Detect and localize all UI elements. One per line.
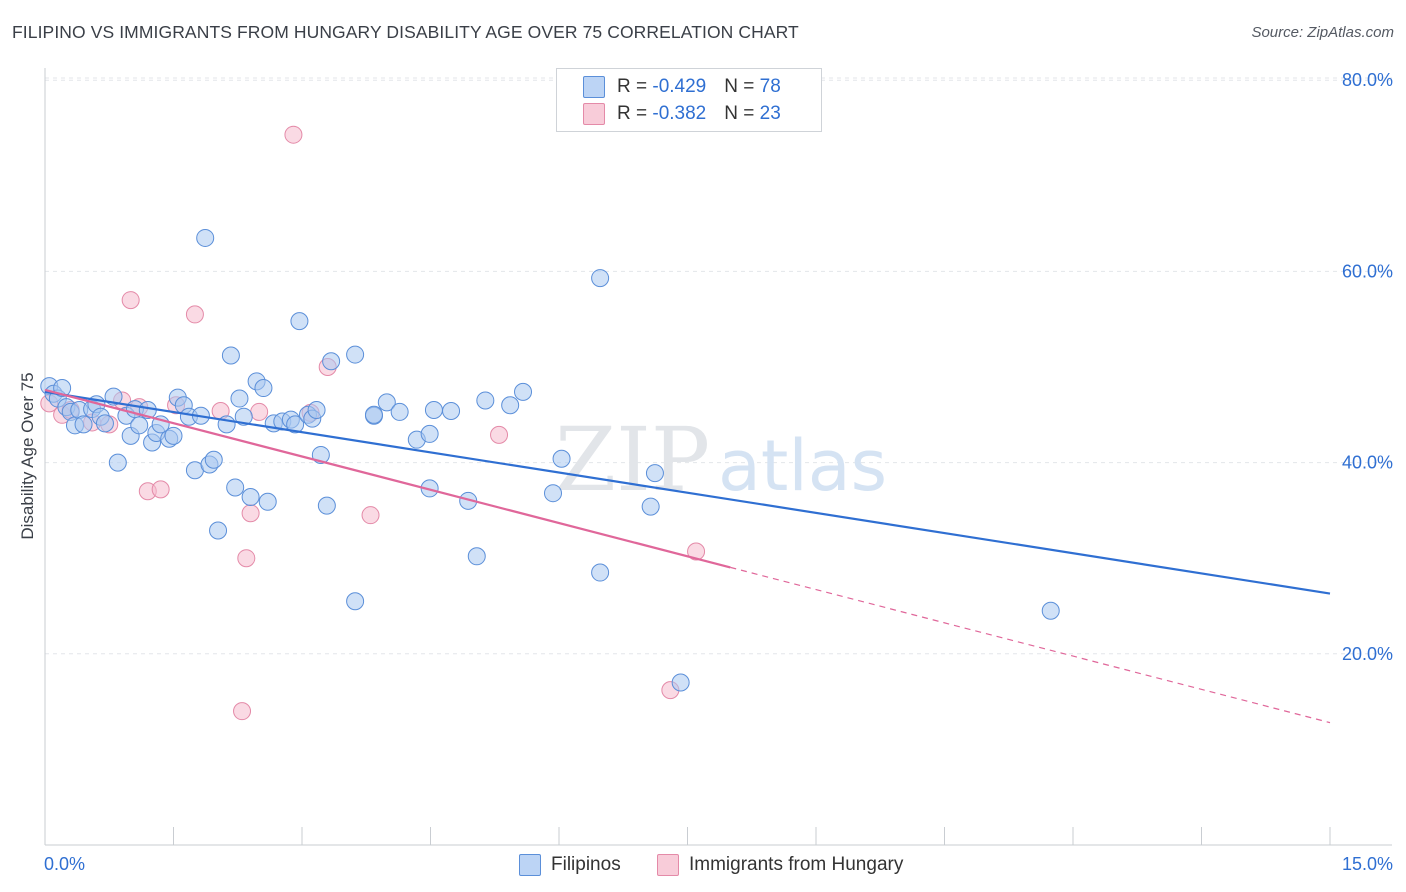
- data-point-hungary: [361, 506, 380, 525]
- gridlines: [45, 77, 1392, 655]
- data-point-filipinos: [204, 450, 223, 469]
- data-point-filipinos: [476, 391, 495, 410]
- y-tick-label: 40.0%: [1342, 453, 1393, 473]
- legend-swatch-filipinos: [583, 76, 605, 98]
- legend-r-value: -0.429: [652, 76, 707, 97]
- y-tick-label: 80.0%: [1342, 70, 1393, 90]
- data-point-filipinos: [645, 464, 664, 483]
- data-point-filipinos: [95, 414, 114, 433]
- data-point-filipinos: [307, 401, 326, 420]
- data-point-filipinos: [241, 488, 260, 507]
- data-point-hungary: [241, 504, 260, 523]
- legend-r-label: R =: [617, 103, 653, 124]
- tick-labels: 20.0% 40.0% 60.0% 80.0% 0.0% 15.0%: [44, 70, 1393, 874]
- bottom-legend-hungary: Immigrants from Hungary: [657, 852, 903, 878]
- legend-n-value: 78: [759, 76, 781, 97]
- data-point-filipinos: [671, 673, 690, 692]
- bottom-legend-filipinos: Filipinos: [519, 852, 621, 878]
- data-point-hungary: [687, 542, 706, 561]
- data-point-filipinos: [420, 424, 439, 443]
- data-point-hungary: [233, 702, 252, 721]
- legend-r-value: -0.382: [652, 103, 707, 124]
- data-point-filipinos: [467, 547, 486, 566]
- y-axis-label: Disability Age Over 75: [18, 372, 37, 539]
- trend-line-hungary-extrapolated: [730, 566, 1331, 724]
- y-tick-label: 60.0%: [1342, 261, 1393, 281]
- data-point-hungary: [490, 425, 509, 444]
- data-point-filipinos: [108, 453, 127, 472]
- data-point-filipinos: [390, 402, 409, 421]
- watermark-zip: ZIP: [555, 408, 710, 511]
- data-point-filipinos: [322, 352, 341, 371]
- watermark-atlas: atlas: [718, 425, 887, 507]
- axes: [44, 68, 1392, 846]
- correlation-legend: R = -0.429 N = 78 R = -0.382 N = 23: [556, 68, 822, 132]
- data-point-filipinos: [377, 393, 396, 412]
- trend-line-filipinos: [44, 390, 1331, 595]
- data-point-filipinos: [514, 382, 533, 401]
- data-point-hungary: [151, 480, 170, 499]
- legend-n-label: N =: [724, 103, 760, 124]
- x-tick-label: 15.0%: [1342, 854, 1393, 874]
- legend-row-hungary: R = -0.382 N = 23: [557, 101, 781, 127]
- bottom-legend-label-hungary: Immigrants from Hungary: [689, 854, 904, 875]
- data-point-hungary: [185, 305, 204, 324]
- data-point-filipinos: [74, 415, 93, 434]
- legend-n-value: 23: [759, 103, 781, 124]
- data-point-filipinos: [544, 484, 563, 503]
- data-point-filipinos: [591, 269, 610, 288]
- x-tick-label: 0.0%: [44, 854, 85, 874]
- data-point-filipinos: [130, 416, 149, 435]
- data-point-filipinos: [234, 407, 253, 426]
- data-point-filipinos: [164, 426, 183, 445]
- bottom-legend-swatch-filipinos: [519, 854, 541, 876]
- series-filipinos-points: [40, 228, 1060, 692]
- data-point-filipinos: [226, 478, 245, 497]
- data-point-filipinos: [230, 389, 249, 408]
- data-point-filipinos: [346, 592, 365, 611]
- data-point-filipinos: [209, 521, 228, 540]
- data-point-hungary: [121, 291, 140, 310]
- source-label: Source: ZipAtlas.com: [1251, 24, 1394, 41]
- legend-r-label: R =: [617, 76, 653, 97]
- data-point-filipinos: [364, 405, 383, 424]
- bottom-legend-label-filipinos: Filipinos: [551, 854, 621, 875]
- legend-row-filipinos: R = -0.429 N = 78: [557, 74, 781, 100]
- data-point-filipinos: [442, 401, 461, 420]
- data-point-filipinos: [501, 396, 520, 415]
- data-point-filipinos: [221, 346, 240, 365]
- data-point-filipinos: [1041, 601, 1060, 620]
- trend-lines: [44, 388, 1331, 724]
- data-point-hungary: [284, 125, 303, 144]
- data-point-filipinos: [346, 345, 365, 364]
- data-point-filipinos: [254, 379, 273, 398]
- data-point-filipinos: [196, 228, 215, 247]
- legend-n-label: N =: [724, 76, 760, 97]
- data-point-filipinos: [290, 312, 309, 331]
- data-point-filipinos: [286, 415, 305, 434]
- data-point-filipinos: [591, 563, 610, 582]
- chart-title: FILIPINO VS IMMIGRANTS FROM HUNGARY DISA…: [12, 22, 799, 42]
- data-point-filipinos: [317, 496, 336, 515]
- data-point-filipinos: [424, 401, 443, 420]
- trend-line-hungary: [44, 388, 731, 569]
- data-point-filipinos: [258, 492, 277, 511]
- y-tick-label: 20.0%: [1342, 644, 1393, 664]
- legend-swatch-hungary: [583, 103, 605, 125]
- data-point-hungary: [250, 402, 269, 421]
- bottom-legend-swatch-hungary: [657, 854, 679, 876]
- data-point-filipinos: [552, 449, 571, 468]
- data-point-hungary: [237, 549, 256, 568]
- data-point-filipinos: [641, 497, 660, 516]
